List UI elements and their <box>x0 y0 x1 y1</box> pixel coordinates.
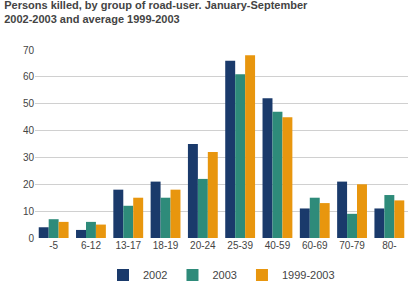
svg-text:25-39: 25-39 <box>227 240 253 251</box>
svg-text:-5: -5 <box>49 240 58 251</box>
svg-text:70-79: 70-79 <box>339 240 365 251</box>
svg-text:30: 30 <box>23 152 35 163</box>
svg-text:10: 10 <box>23 206 35 217</box>
svg-text:18-19: 18-19 <box>153 240 179 251</box>
svg-text:0: 0 <box>28 233 34 244</box>
svg-text:2002: 2002 <box>143 269 167 281</box>
svg-text:40: 40 <box>23 125 35 136</box>
svg-text:80-: 80- <box>382 240 396 251</box>
svg-text:Persons killed, by group of ro: Persons killed, by group of road-user. J… <box>4 0 308 25</box>
svg-text:50: 50 <box>23 98 35 109</box>
svg-text:6-12: 6-12 <box>81 240 101 251</box>
svg-text:40-59: 40-59 <box>265 240 291 251</box>
svg-text:2003: 2003 <box>212 269 236 281</box>
svg-text:60: 60 <box>23 71 35 82</box>
svg-text:20-24: 20-24 <box>190 240 216 251</box>
svg-text:20: 20 <box>23 179 35 190</box>
svg-text:60-69: 60-69 <box>302 240 328 251</box>
svg-text:13-17: 13-17 <box>115 240 141 251</box>
svg-text:1999-2003: 1999-2003 <box>282 269 335 281</box>
svg-text:70: 70 <box>23 45 35 56</box>
